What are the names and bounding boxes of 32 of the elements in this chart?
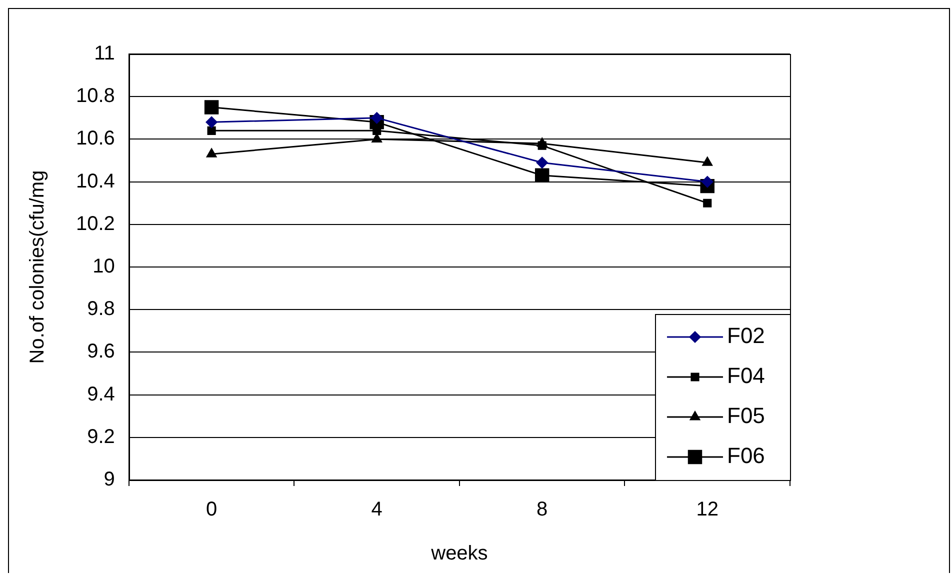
point [207,126,216,135]
point [206,148,217,158]
y-axis-title: No.of colonies(cfu/mg [26,170,49,364]
legend-label: F02 [727,323,765,348]
x-tick-label: 8 [536,498,548,521]
y-tick-label: 10.6 [76,128,115,150]
point [206,116,218,128]
y-tick-label: 10 [92,256,115,278]
y-tick-label: 10.8 [76,85,115,108]
legend-label: F06 [727,443,765,468]
y-tick-label: 9 [104,468,115,491]
point [702,176,714,188]
y-tick-label: 9.2 [87,426,115,448]
x-tick-label: 0 [206,498,218,521]
y-tick-label: 9.6 [87,340,115,363]
x-axis-title: weeks [430,542,488,565]
point [703,198,712,208]
x-tick-label: 4 [371,498,382,521]
legend-label: F05 [727,403,765,428]
x-tick-label: 12 [696,498,718,521]
y-tick-label: 11 [94,42,115,65]
y-tick-label: 10.2 [76,212,115,235]
point [538,141,546,150]
legend-label: F04 [727,363,765,388]
point [536,156,548,168]
y-tick-label: 9.4 [87,383,115,406]
point [534,168,550,183]
y-tick-label: 9.8 [87,298,115,320]
point [702,156,712,166]
y-tick-label: 10.4 [76,170,115,192]
point [371,112,383,124]
point [204,100,219,114]
